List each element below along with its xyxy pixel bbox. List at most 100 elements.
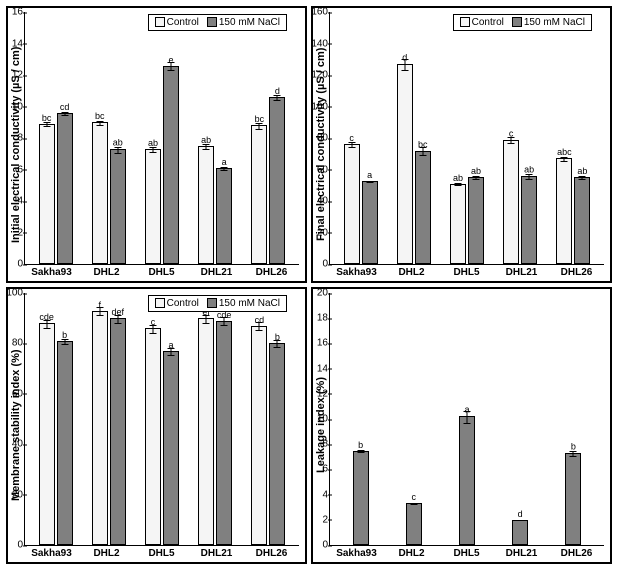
significance-label: ab bbox=[453, 173, 463, 183]
y-ticks: 020406080100 bbox=[0, 293, 23, 545]
x-axis: Sakha93DHL2DHL5DHL21DHL26 bbox=[329, 265, 610, 281]
bar-group: a bbox=[459, 293, 475, 545]
y-tick: 14 bbox=[0, 38, 23, 49]
x-tick-label: DHL5 bbox=[134, 267, 189, 281]
y-tick: 100 bbox=[0, 288, 23, 299]
y-tick: 100 bbox=[302, 101, 328, 112]
y-tick: 14 bbox=[302, 363, 328, 374]
panel-msi: Membrane stability index (%)Control150 m… bbox=[6, 287, 307, 564]
significance-label: f bbox=[99, 299, 102, 309]
x-tick-label: Sakha93 bbox=[329, 267, 384, 281]
error-bar bbox=[351, 142, 352, 148]
bar-control: cd bbox=[251, 326, 267, 545]
bar-nacl: e bbox=[163, 66, 179, 264]
y-tick: 6 bbox=[302, 464, 328, 475]
bar-control: bc bbox=[251, 125, 267, 264]
legend-item-nacl: 150 mM NaCl bbox=[512, 17, 585, 28]
y-tick: 0 bbox=[0, 540, 23, 551]
y-tick: 80 bbox=[0, 338, 23, 349]
legend-swatch-nacl bbox=[207, 17, 217, 27]
bar-nacl: b bbox=[353, 451, 369, 546]
legend-swatch-control bbox=[155, 298, 165, 308]
error-bar bbox=[46, 122, 47, 127]
y-tick: 2 bbox=[302, 514, 328, 525]
significance-label: b bbox=[571, 442, 576, 452]
significance-label: d bbox=[402, 53, 407, 63]
significance-label: ab bbox=[148, 138, 158, 148]
error-bar bbox=[520, 520, 521, 521]
error-bar bbox=[64, 112, 65, 116]
bar-group: abcab bbox=[556, 12, 590, 264]
x-tick-label: DHL21 bbox=[494, 548, 549, 562]
x-axis: Sakha93DHL2DHL5DHL21DHL26 bbox=[24, 265, 305, 281]
bar-control: d bbox=[397, 64, 413, 264]
bar-nacl: a bbox=[459, 416, 475, 545]
figure-grid: Initial electrical conductivity (µS / cm… bbox=[6, 6, 612, 564]
bar-control: c bbox=[344, 144, 360, 264]
bar-nacl: d bbox=[512, 520, 528, 545]
significance-label: ab bbox=[113, 138, 123, 148]
x-tick-label: DHL26 bbox=[244, 548, 299, 562]
y-tick: 120 bbox=[302, 70, 328, 81]
y-tick: 12 bbox=[0, 70, 23, 81]
y-tick: 8 bbox=[0, 133, 23, 144]
significance-label: e bbox=[168, 54, 173, 64]
y-tick: 0 bbox=[0, 259, 23, 270]
legend: Control 150 mM NaCl bbox=[453, 14, 592, 31]
y-tick: 12 bbox=[302, 388, 328, 399]
legend-label-control: Control bbox=[167, 298, 199, 309]
bar-control: bc bbox=[92, 122, 108, 264]
legend-label-nacl: 150 mM NaCl bbox=[524, 17, 585, 28]
bar-control: cde bbox=[39, 323, 55, 545]
x-tick-label: DHL2 bbox=[384, 267, 439, 281]
y-tick: 40 bbox=[0, 439, 23, 450]
significance-label: a bbox=[222, 157, 227, 167]
x-tick-label: Sakha93 bbox=[329, 548, 384, 562]
legend-swatch-nacl bbox=[207, 298, 217, 308]
y-tick: 0 bbox=[302, 540, 328, 551]
legend-label-control: Control bbox=[167, 17, 199, 28]
error-bar bbox=[206, 144, 207, 150]
x-axis: Sakha93DHL2DHL5DHL21DHL26 bbox=[24, 546, 305, 562]
legend-swatch-nacl bbox=[512, 17, 522, 27]
error-bar bbox=[64, 339, 65, 345]
y-tick: 20 bbox=[0, 489, 23, 500]
significance-label: bc bbox=[418, 139, 428, 149]
bar-control: ab bbox=[450, 184, 466, 264]
bar-nacl: a bbox=[163, 351, 179, 545]
y-tick: 4 bbox=[302, 489, 328, 500]
bar-control: c bbox=[145, 328, 161, 545]
y-tick: 60 bbox=[302, 164, 328, 175]
y-tick: 10 bbox=[0, 101, 23, 112]
bar-group: cab bbox=[503, 12, 537, 264]
x-tick-label: Sakha93 bbox=[24, 548, 79, 562]
legend: Control150 mM NaCl bbox=[148, 295, 287, 312]
bar-control: f bbox=[92, 311, 108, 545]
bar-nacl: a bbox=[362, 181, 378, 264]
bar-group: ca bbox=[344, 12, 378, 264]
chart-box: Control150 mM NaCl020406080100120140160c… bbox=[329, 8, 610, 281]
legend-item-control: Control bbox=[460, 17, 504, 28]
significance-label: a bbox=[464, 405, 469, 415]
bar-group: c bbox=[406, 293, 422, 545]
significance-label: c bbox=[349, 133, 354, 143]
significance-label: cd bbox=[60, 102, 70, 112]
significance-label: bc bbox=[255, 114, 265, 124]
error-bar bbox=[277, 95, 278, 101]
y-tick: 140 bbox=[302, 38, 328, 49]
y-tick: 6 bbox=[0, 164, 23, 175]
bar-group: abab bbox=[450, 12, 484, 264]
x-tick-label: DHL21 bbox=[494, 267, 549, 281]
y-tick: 40 bbox=[302, 196, 328, 207]
bar-nacl: cd bbox=[57, 113, 73, 264]
bar-group: cdeb bbox=[39, 293, 73, 545]
x-tick-label: DHL5 bbox=[439, 548, 494, 562]
y-ticks: 020406080100120140160 bbox=[302, 12, 328, 264]
error-bar bbox=[564, 157, 565, 162]
significance-label: c bbox=[412, 492, 417, 502]
bar-group: cdb bbox=[251, 293, 285, 545]
bar-control: ab bbox=[145, 149, 161, 264]
error-bar bbox=[582, 176, 583, 180]
significance-label: cde bbox=[39, 312, 54, 322]
significance-label: ab bbox=[471, 166, 481, 176]
